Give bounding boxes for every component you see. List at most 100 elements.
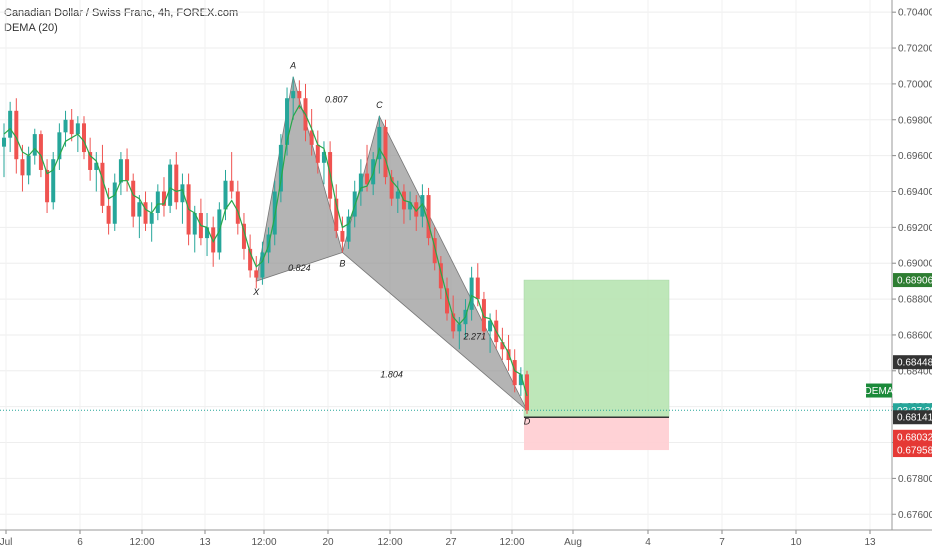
candle-down xyxy=(500,342,505,350)
position-zones xyxy=(0,279,892,451)
candle-down xyxy=(340,230,345,242)
candle-up xyxy=(291,91,296,99)
indicator-label: DEMA (20) xyxy=(4,22,58,34)
candle-down xyxy=(20,159,25,176)
y-tick-label: 0.70400 xyxy=(898,8,932,19)
candle-down xyxy=(235,191,240,224)
pattern-point-a: A xyxy=(289,61,296,71)
x-tick-label: 27 xyxy=(445,537,457,548)
candle-up xyxy=(75,123,80,135)
candle-up xyxy=(205,227,210,239)
price-tag: 0.68032 xyxy=(893,429,932,444)
candle-down xyxy=(426,195,431,239)
candle-down xyxy=(438,263,443,289)
candle-down xyxy=(315,144,320,163)
candle-up xyxy=(358,173,363,192)
x-tick-label: 13 xyxy=(199,537,211,548)
dema-tag: DEMA xyxy=(865,383,894,398)
price-tag: 0.68906 xyxy=(893,273,932,288)
price-tag: 0.68141 xyxy=(893,410,932,425)
candle-down xyxy=(365,173,370,185)
price-tag-text: 0.68906 xyxy=(897,276,932,287)
candle-down xyxy=(254,270,259,278)
candle-up xyxy=(488,320,493,332)
candle-down xyxy=(432,238,437,264)
candle-down xyxy=(297,91,302,99)
y-tick-label: 0.68600 xyxy=(898,330,932,341)
dema-tag-text: DEMA xyxy=(865,386,894,397)
x-tick-label: 13 xyxy=(864,537,876,548)
candle-down xyxy=(88,152,93,170)
y-tick-label: 0.68400 xyxy=(898,366,932,377)
candle-down xyxy=(414,202,419,217)
price-tag-bg xyxy=(893,429,932,444)
candle-up xyxy=(285,98,290,145)
price-tag-text: 0.68448 xyxy=(897,358,932,369)
candle-down xyxy=(512,360,517,386)
x-tick-label: 10 xyxy=(790,537,802,548)
y-tick-label: 0.69400 xyxy=(898,187,932,198)
candle-up xyxy=(63,119,68,133)
dema-line xyxy=(3,104,528,397)
price-tag: 0.67958 xyxy=(893,443,932,458)
candle-up xyxy=(112,182,117,224)
candle-down xyxy=(309,130,314,145)
candle-up xyxy=(32,134,37,156)
candle-up xyxy=(137,202,142,217)
target-zone xyxy=(523,279,670,418)
candle-up xyxy=(457,324,462,332)
candle-up xyxy=(321,152,326,163)
candle-down xyxy=(525,374,529,411)
x-tick-label: 7 xyxy=(719,537,725,548)
candle-down xyxy=(81,123,86,153)
candle-up xyxy=(155,191,160,214)
y-tick-label: 0.69200 xyxy=(898,223,932,234)
candle-up xyxy=(26,155,31,176)
x-tick-label: Jul xyxy=(0,537,12,548)
x-tick-label: 4 xyxy=(645,537,651,548)
pattern-point-x: X xyxy=(252,287,260,297)
candle-up xyxy=(278,144,283,192)
dema-tag-bg xyxy=(866,383,892,398)
candle-down xyxy=(248,248,253,271)
candle-up xyxy=(168,164,173,206)
candle-down xyxy=(241,223,246,249)
price-tag-bg xyxy=(893,410,932,425)
price-tag-text: 0.68141 xyxy=(897,413,932,424)
stop-zone xyxy=(524,417,669,451)
candle-up xyxy=(118,159,123,183)
price-tag: 0.68448 xyxy=(893,355,932,370)
x-tick-label: 12:00 xyxy=(129,537,154,548)
price-tag-bg xyxy=(893,443,932,458)
candle-up xyxy=(408,202,413,210)
candle-down xyxy=(383,126,388,178)
candle-down xyxy=(106,205,111,224)
candle-up xyxy=(192,213,197,235)
candle-up xyxy=(8,110,13,138)
price-tag-text: 0.68032 xyxy=(897,432,932,443)
price-tags: DEMA0.689060.6844803:27:300.681410.68032… xyxy=(865,273,932,458)
candle-down xyxy=(143,202,148,224)
x-tick-label: 20 xyxy=(322,537,334,548)
y-tick-label: 0.69000 xyxy=(898,259,932,270)
pattern-point-d: D xyxy=(524,416,531,426)
candle-down xyxy=(475,277,480,300)
candle-down xyxy=(389,177,394,199)
candle-down xyxy=(69,119,74,135)
ratio-label: 0.807 xyxy=(325,94,349,104)
x-tick-label: 12:00 xyxy=(499,537,524,548)
candle-up xyxy=(395,191,400,199)
candle-down xyxy=(161,191,166,206)
ratio-label: 2.271 xyxy=(462,331,486,341)
candle-up xyxy=(260,252,265,278)
price-tag-text: 0.67958 xyxy=(897,446,932,457)
candle-down xyxy=(334,198,339,231)
pattern-point-b: B xyxy=(339,258,345,268)
candle-up xyxy=(223,180,228,210)
candle-down xyxy=(131,180,136,217)
candle-down xyxy=(211,227,216,253)
candle-up xyxy=(57,132,62,160)
y-tick-label: 0.70000 xyxy=(898,79,932,90)
candle-up xyxy=(94,162,99,170)
